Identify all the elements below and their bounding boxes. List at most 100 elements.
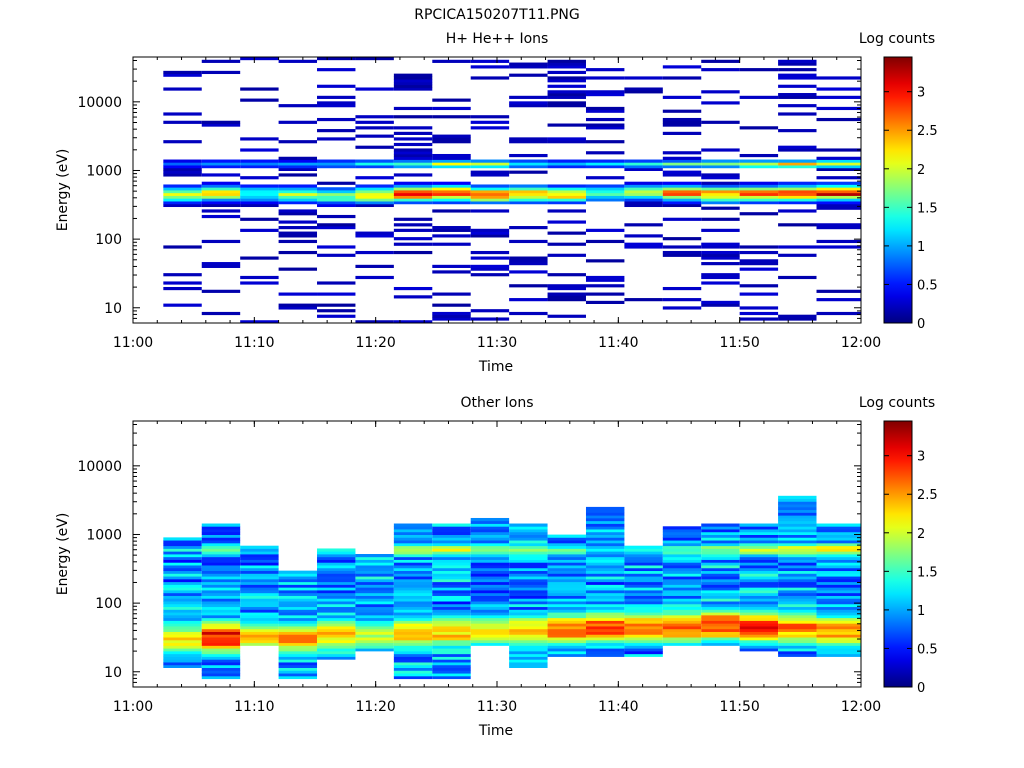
top-heatmap-cell [163, 173, 202, 177]
bottom-heatmap-cell [432, 576, 471, 580]
bottom-heatmap-cell [240, 592, 279, 596]
bottom-heatmap-cell [778, 626, 817, 630]
top-heatmap-cell [816, 87, 861, 91]
bottom-heatmap-cell [585, 581, 625, 585]
top-heatmap-cell [393, 84, 433, 88]
bottom-heatmap-cell [393, 570, 433, 574]
bottom-heatmap-cell [201, 590, 241, 594]
bottom-heatmap-cell [240, 626, 279, 630]
top-heatmap-cell [701, 162, 740, 166]
bottom-heatmap-cell [701, 595, 740, 599]
top-heatmap-cell [355, 165, 394, 169]
top-heatmap-cell [393, 201, 433, 205]
y-tick-label: 100 [95, 232, 122, 248]
top-heatmap-cell [470, 115, 510, 119]
top-heatmap-cell [816, 162, 861, 166]
bottom-heatmap-cell [355, 601, 394, 605]
top-heatmap-cell [624, 87, 663, 91]
bottom-heatmap-cell [662, 628, 702, 632]
bottom-heatmap-cell [816, 540, 861, 544]
top-heatmap-cell [547, 62, 586, 66]
bottom-heatmap-cell [547, 639, 586, 644]
bottom-heatmap-cell [201, 634, 241, 638]
top-heatmap-cell [585, 187, 625, 191]
bottom-heatmap-cell [816, 551, 861, 555]
bottom-heatmap-cell [317, 609, 356, 613]
bottom-heatmap-cell [355, 567, 394, 572]
bottom-heatmap-cell [816, 631, 861, 635]
top-heatmap-cell [547, 184, 586, 188]
bottom-heatmap-cell [201, 559, 241, 563]
top-heatmap-cell [317, 245, 356, 249]
bottom-heatmap-cell [778, 498, 817, 502]
top-heatmap-cell [432, 153, 471, 158]
bottom-heatmap-cell [624, 559, 663, 563]
top-heatmap-cell [201, 120, 241, 124]
top-heatmap-cell [163, 198, 202, 202]
bottom-heatmap-cell [278, 659, 318, 663]
top-heatmap-cell [163, 87, 202, 91]
panel-bottom-colorbar: 0 0.5 1 1.5 2 2.5 3 [883, 420, 938, 696]
bottom-heatmap-cell [509, 542, 548, 547]
bottom-heatmap-cell [624, 612, 663, 616]
bottom-heatmap-cell [701, 554, 740, 558]
top-heatmap-cell [240, 256, 279, 260]
bottom-heatmap-cell [585, 562, 625, 566]
bottom-heatmap-cell [317, 578, 356, 583]
bottom-heatmap-cell [393, 648, 433, 652]
bottom-heatmap-cell [509, 662, 548, 666]
bottom-heatmap-cell [317, 628, 356, 632]
bottom-heatmap-cell [816, 578, 861, 583]
bottom-heatmap-cell [816, 634, 861, 638]
top-heatmap-cell [624, 187, 663, 191]
bottom-heatmap-cell [624, 645, 663, 649]
bottom-heatmap-cell [393, 590, 433, 594]
top-heatmap-cell [778, 187, 817, 191]
bottom-heatmap-cell [163, 642, 202, 646]
colorbar-tick-label: 1.5 [917, 201, 938, 216]
top-heatmap-cell [701, 273, 740, 277]
bottom-heatmap-cell [355, 645, 394, 649]
bottom-heatmap-cell [432, 631, 471, 635]
bottom-heatmap-cell [163, 581, 202, 585]
bottom-heatmap-cell [278, 675, 318, 680]
top-heatmap-cell [585, 93, 625, 97]
top-heatmap-cell [816, 190, 861, 194]
bottom-heatmap-cell [432, 650, 471, 655]
bottom-heatmap-cell [355, 620, 394, 624]
bottom-heatmap-cell [662, 614, 702, 619]
top-heatmap-cell [662, 117, 702, 122]
top-heatmap-cell [393, 106, 433, 111]
bottom-heatmap-cell [585, 634, 625, 638]
bottom-heatmap-cell [816, 603, 861, 608]
bottom-heatmap-cell [163, 567, 202, 572]
bottom-heatmap-cell [585, 631, 625, 635]
bottom-heatmap-cell [662, 548, 702, 552]
bottom-heatmap-cell [509, 531, 548, 535]
bottom-heatmap-cell [701, 598, 740, 602]
bottom-heatmap-cell [393, 595, 433, 599]
colorbar-frame [883, 56, 913, 324]
top-heatmap-cell [624, 223, 663, 227]
bottom-heatmap-cell [624, 551, 663, 555]
top-heatmap-cell [547, 273, 586, 277]
bottom-heatmap-cell [201, 617, 241, 621]
bottom-heatmap-cell [585, 648, 625, 652]
top-heatmap-cell [240, 320, 279, 324]
top-heatmap-cell [278, 267, 318, 271]
top-heatmap-cell [585, 228, 625, 232]
bottom-heatmap-cell [201, 540, 241, 544]
bottom-heatmap-cell [317, 562, 356, 566]
top-heatmap-cell [470, 264, 510, 268]
bottom-heatmap-cell [317, 639, 356, 644]
top-heatmap-cell [701, 176, 740, 180]
colorbar-tick-label: 2 [917, 527, 925, 542]
top-heatmap-cell [662, 250, 702, 255]
top-heatmap-cell [470, 170, 510, 174]
colorbar-tick-label: 3 [917, 450, 925, 465]
bottom-heatmap-cell [547, 645, 586, 649]
top-heatmap-cell [240, 165, 279, 169]
top-heatmap-cell [662, 306, 702, 310]
top-heatmap-cell [240, 162, 279, 166]
bottom-heatmap-cell [662, 590, 702, 594]
